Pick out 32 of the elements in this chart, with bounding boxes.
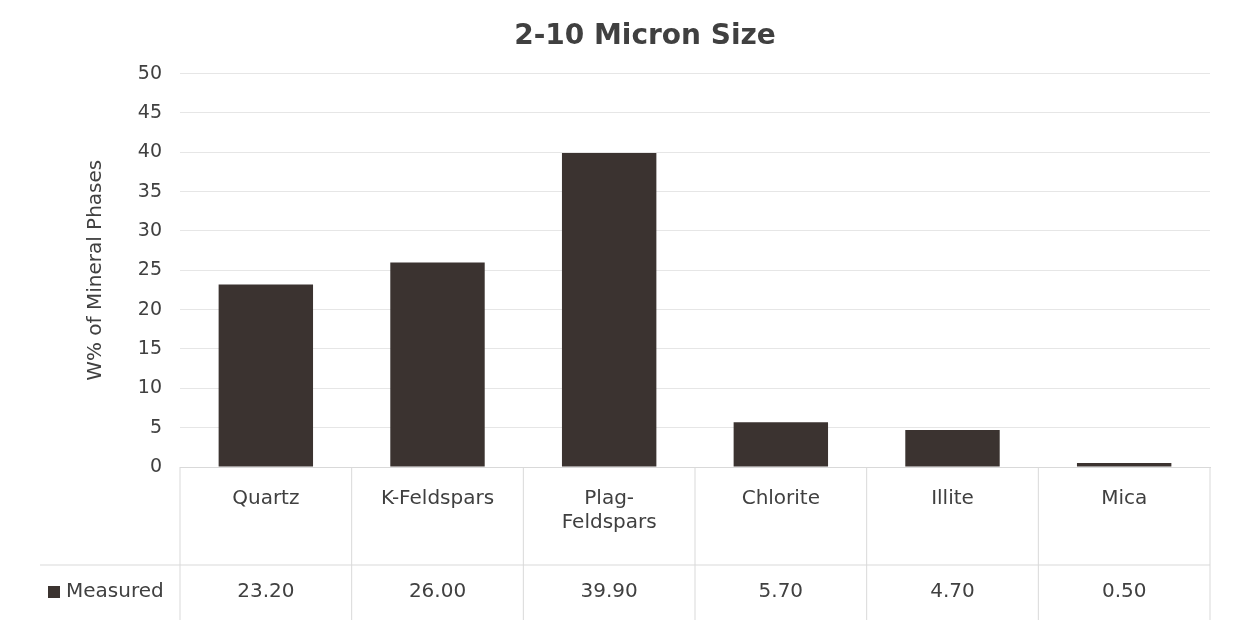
y-tick-label: 30 <box>137 217 162 240</box>
bar <box>218 284 314 467</box>
y-tick-label: 5 <box>149 414 162 437</box>
y-tick-label: 45 <box>137 99 162 122</box>
data-label: 0.50 <box>1101 578 1147 603</box>
data-label: 23.20 <box>237 578 295 603</box>
x-tick-label: K-Feldspars <box>380 485 495 510</box>
y-axis-title: W% of Mineral Phases <box>82 159 107 381</box>
data-label: 5.70 <box>758 578 804 603</box>
bar <box>905 430 1000 467</box>
bar <box>733 422 829 467</box>
data-label: 4.70 <box>930 578 975 603</box>
y-tick-label: 25 <box>137 257 162 280</box>
y-tick-label: 20 <box>137 296 162 319</box>
y-tick-label: 0 <box>149 453 162 476</box>
bar <box>561 153 657 467</box>
bar <box>1076 463 1172 467</box>
legend-label: Measured <box>66 578 164 603</box>
y-tick-label: 10 <box>137 375 162 398</box>
y-tick-label: 40 <box>137 139 162 162</box>
x-tick-label: Chlorite <box>741 485 821 510</box>
y-tick-label: 15 <box>137 335 162 358</box>
x-tick-label: Illite <box>931 485 974 510</box>
x-tick-label: Plag-Feldspars <box>561 485 657 534</box>
data-label: 39.90 <box>580 578 638 603</box>
y-tick-label: 50 <box>137 60 162 83</box>
bar <box>390 262 485 467</box>
x-tick-label: Quartz <box>232 485 300 510</box>
y-tick-label: 35 <box>137 178 162 201</box>
x-tick-label: Mica <box>1101 485 1148 510</box>
data-label: 26.00 <box>408 578 467 603</box>
chart-title: 2-10 Micron Size <box>514 18 776 52</box>
